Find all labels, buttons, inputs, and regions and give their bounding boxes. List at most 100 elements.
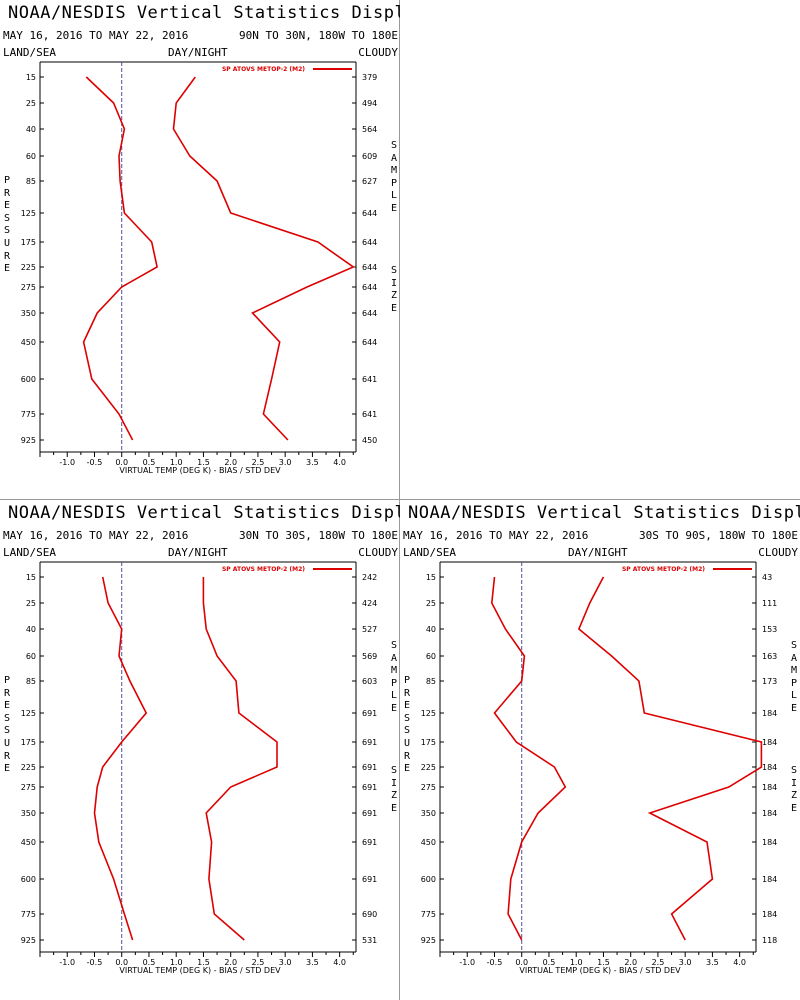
pressure-axis-label: PRESSURE bbox=[403, 675, 411, 775]
sample-size-label: 691 bbox=[362, 875, 377, 884]
x-tick-label: 1.5 bbox=[197, 458, 210, 467]
land-sea-label: LAND/SEA bbox=[403, 546, 456, 559]
pressure-tick-label: 275 bbox=[421, 783, 436, 792]
cloudy-label: CLOUDY bbox=[758, 546, 798, 559]
panel-title: NOAA/NESDIS Vertical Statistics Display bbox=[8, 3, 400, 23]
x-tick-label: 4.0 bbox=[333, 458, 346, 467]
sample-size-label: 184 bbox=[762, 709, 777, 718]
sample-size-label: 609 bbox=[362, 152, 377, 161]
cloudy-label: CLOUDY bbox=[358, 546, 398, 559]
bias-series-line bbox=[93, 576, 148, 941]
x-tick-label: 3.0 bbox=[679, 958, 692, 967]
date-range: MAY 16, 2016 TO MAY 22, 2016 bbox=[403, 529, 589, 542]
pressure-tick-label: 600 bbox=[21, 375, 36, 384]
panel-title: NOAA/NESDIS Vertical Statistics Display bbox=[8, 503, 400, 523]
land-sea-label: LAND/SEA bbox=[3, 546, 56, 559]
profile-plot: 15 242 25 424 40 527 60 569 85 603 125 691 175 691 225… bbox=[21, 561, 377, 975]
pressure-tick-label: 925 bbox=[421, 936, 436, 945]
pressure-tick-label: 40 bbox=[26, 125, 36, 134]
x-tick-label: 1.5 bbox=[197, 958, 210, 967]
pressure-tick-label: 175 bbox=[421, 738, 436, 747]
sample-size-label: 173 bbox=[762, 677, 777, 686]
sample-size-label: 184 bbox=[762, 910, 777, 919]
pressure-tick-label: 350 bbox=[21, 309, 36, 318]
sample-size-label: 184 bbox=[762, 838, 777, 847]
x-tick-label: 3.0 bbox=[279, 458, 292, 467]
sample-size-label: 184 bbox=[762, 763, 777, 772]
x-tick-label: 2.5 bbox=[252, 458, 265, 467]
x-tick-label: 3.5 bbox=[306, 958, 319, 967]
pressure-axis-label: PRESSURE bbox=[3, 675, 11, 775]
sample-size-label: 242 bbox=[362, 573, 377, 582]
legend-label: SP ATOVS METOP-2 (M2) bbox=[622, 566, 705, 573]
sample-size-label: 163 bbox=[762, 652, 777, 661]
x-axis-title: VIRTUAL TEMP (DEG K) - BIAS / STD DEV bbox=[119, 966, 281, 975]
panel-divider-top bbox=[399, 0, 400, 500]
profile-plot: 15 379 25 494 40 564 60 609 85 627 125 644 175 644 225… bbox=[21, 61, 377, 475]
pressure-tick-label: 125 bbox=[421, 709, 436, 718]
cloudy-label: CLOUDY bbox=[358, 46, 398, 59]
legend-label: SP ATOVS METOP-2 (M2) bbox=[222, 66, 305, 73]
bias-series-line bbox=[82, 76, 159, 441]
pressure-tick-label: 15 bbox=[426, 573, 436, 582]
sample-size-label: 564 bbox=[362, 125, 377, 134]
pressure-tick-label: 775 bbox=[421, 910, 436, 919]
sample-size-label: 569 bbox=[362, 652, 377, 661]
sample-size-label: 43 bbox=[762, 573, 772, 582]
pressure-tick-label: 85 bbox=[426, 677, 436, 686]
sample-size-label: 644 bbox=[362, 238, 377, 247]
x-tick-label: 0.5 bbox=[543, 958, 556, 967]
pressure-tick-label: 25 bbox=[26, 599, 36, 608]
sample-size-label: 641 bbox=[362, 410, 377, 419]
size-axis-label: SIZE bbox=[790, 765, 798, 814]
region-label: 30S TO 90S, 180W TO 180E bbox=[639, 529, 798, 542]
sample-size-label: 691 bbox=[362, 763, 377, 772]
sample-axis-label: SAMPLE bbox=[790, 640, 798, 714]
stats-panel-south: NOAA/NESDIS Vertical Statistics Display … bbox=[400, 500, 800, 1000]
x-tick-label: 2.5 bbox=[252, 958, 265, 967]
sample-size-label: 644 bbox=[362, 263, 377, 272]
pressure-tick-label: 15 bbox=[26, 73, 36, 82]
pressure-tick-label: 775 bbox=[21, 410, 36, 419]
pressure-tick-label: 600 bbox=[421, 875, 436, 884]
x-tick-label: 4.0 bbox=[733, 958, 746, 967]
pressure-tick-label: 450 bbox=[21, 838, 36, 847]
sample-size-label: 644 bbox=[362, 209, 377, 218]
sample-size-label: 184 bbox=[762, 783, 777, 792]
region-label: 90N TO 30N, 180W TO 180E bbox=[239, 29, 398, 42]
sample-size-label: 379 bbox=[362, 73, 377, 82]
x-tick-label: 0.0 bbox=[515, 958, 528, 967]
sample-size-label: 424 bbox=[362, 599, 377, 608]
pressure-tick-label: 350 bbox=[21, 809, 36, 818]
x-tick-label: 1.0 bbox=[170, 958, 183, 967]
pressure-tick-label: 125 bbox=[21, 709, 36, 718]
x-tick-label: 0.0 bbox=[115, 958, 128, 967]
x-tick-label: -0.5 bbox=[87, 958, 103, 967]
sample-size-label: 691 bbox=[362, 738, 377, 747]
pressure-tick-label: 175 bbox=[21, 238, 36, 247]
x-tick-label: 2.0 bbox=[624, 958, 637, 967]
x-tick-label: 3.0 bbox=[279, 958, 292, 967]
sample-size-label: 691 bbox=[362, 709, 377, 718]
day-night-label: DAY/NIGHT bbox=[168, 46, 228, 59]
x-tick-label: 3.5 bbox=[706, 958, 719, 967]
sample-size-label: 153 bbox=[762, 625, 777, 634]
pressure-tick-label: 450 bbox=[21, 338, 36, 347]
pressure-tick-label: 175 bbox=[21, 738, 36, 747]
day-night-label: DAY/NIGHT bbox=[168, 546, 228, 559]
panel-divider-bottom bbox=[399, 500, 400, 1000]
x-tick-label: 2.5 bbox=[652, 958, 665, 967]
legend-label: SP ATOVS METOP-2 (M2) bbox=[222, 566, 305, 573]
x-axis-title: VIRTUAL TEMP (DEG K) - BIAS / STD DEV bbox=[119, 466, 281, 475]
sample-size-label: 118 bbox=[762, 936, 777, 945]
size-axis-label: SIZE bbox=[390, 265, 398, 314]
sample-size-label: 531 bbox=[362, 936, 377, 945]
size-axis-label: SIZE bbox=[390, 765, 398, 814]
x-tick-label: 1.5 bbox=[597, 958, 610, 967]
sample-axis-label: SAMPLE bbox=[390, 640, 398, 714]
sample-size-label: 184 bbox=[762, 738, 777, 747]
sample-size-label: 644 bbox=[362, 338, 377, 347]
stddev-series-line bbox=[202, 577, 278, 941]
x-tick-label: -1.0 bbox=[459, 958, 475, 967]
stddev-series-line bbox=[577, 576, 763, 941]
